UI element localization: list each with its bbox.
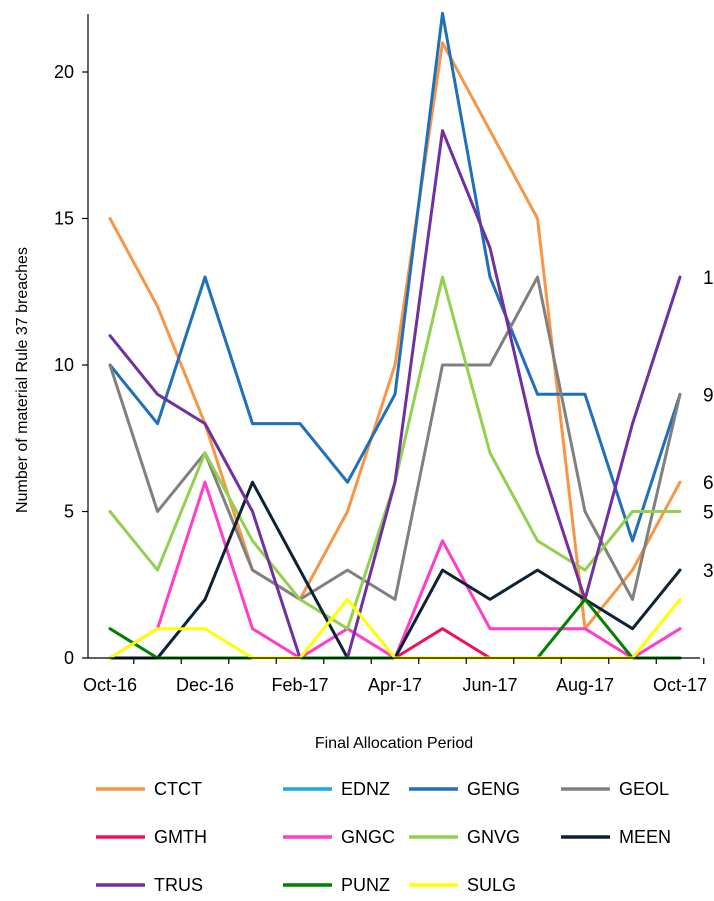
- legend-item-sulg: SULG: [409, 875, 516, 895]
- x-tick-label: Apr-17: [368, 675, 422, 695]
- y-tick-label: 20: [54, 62, 74, 82]
- y-axis-title: Number of material Rule 37 breaches: [14, 247, 31, 513]
- legend-label: GEOL: [619, 779, 669, 799]
- legend-label: CTCT: [154, 779, 202, 799]
- legend-label: GNVG: [467, 827, 520, 847]
- series-lines: [108, 11, 682, 660]
- end-value-label: 6: [703, 473, 714, 494]
- legend-item-geol: GEOL: [561, 779, 669, 799]
- y-tick-label: 0: [64, 648, 74, 668]
- legend-label: MEEN: [619, 827, 671, 847]
- legend-item-punz: PUNZ: [283, 875, 390, 895]
- legend-item-ednz: EDNZ: [283, 779, 390, 799]
- legend-item-geng: GENG: [409, 779, 520, 799]
- y-tick-label: 5: [64, 502, 74, 522]
- y-tick-label: 10: [54, 355, 74, 375]
- legend-item-ctct: CTCT: [96, 779, 202, 799]
- legend-label: PUNZ: [341, 875, 390, 895]
- legend-item-gnvg: GNVG: [409, 827, 520, 847]
- series-line-sulg: [108, 597, 682, 660]
- end-value-labels: 13 9 6 5 3: [703, 268, 714, 582]
- legend-label: GNGC: [341, 827, 395, 847]
- x-tick-label: Jun-17: [462, 675, 517, 695]
- legend-label: TRUS: [154, 875, 203, 895]
- legend: CTCT EDNZ GENG GEOL GMTH GNGC GNVG MEEN TRUS PUNZ…: [96, 779, 671, 895]
- series-line-geol: [108, 275, 682, 601]
- x-tick-label: Dec-16: [176, 675, 234, 695]
- end-value-label: 9: [703, 385, 714, 406]
- end-value-label: 13: [703, 268, 714, 289]
- legend-label: GMTH: [154, 827, 207, 847]
- series-line-ctct: [108, 41, 682, 631]
- axes: [87, 14, 700, 659]
- x-tick-label: Oct-17: [653, 675, 707, 695]
- x-tick-label: Oct-16: [83, 675, 137, 695]
- end-value-label: 5: [703, 503, 714, 524]
- x-axis-title: Final Allocation Period: [315, 735, 473, 752]
- series-line-gnvg: [108, 275, 682, 631]
- legend-item-gngc: GNGC: [283, 827, 395, 847]
- x-tick-label: Feb-17: [271, 675, 328, 695]
- legend-item-gmth: GMTH: [96, 827, 207, 847]
- legend-item-meen: MEEN: [561, 827, 671, 847]
- tick-labels: 0 5 10 15 20 Oct-16 Dec-16 Feb-17 Apr-17 Jun-17 Au…: [54, 62, 707, 695]
- legend-label: GENG: [467, 779, 520, 799]
- series-line-gngc: [108, 480, 682, 660]
- x-tick-label: Aug-17: [556, 675, 614, 695]
- series-line-geng: [108, 11, 682, 543]
- legend-label: EDNZ: [341, 779, 390, 799]
- legend-label: SULG: [467, 875, 516, 895]
- end-value-label: 3: [703, 561, 714, 582]
- legend-item-trus: TRUS: [96, 875, 203, 895]
- y-tick-label: 15: [54, 209, 74, 229]
